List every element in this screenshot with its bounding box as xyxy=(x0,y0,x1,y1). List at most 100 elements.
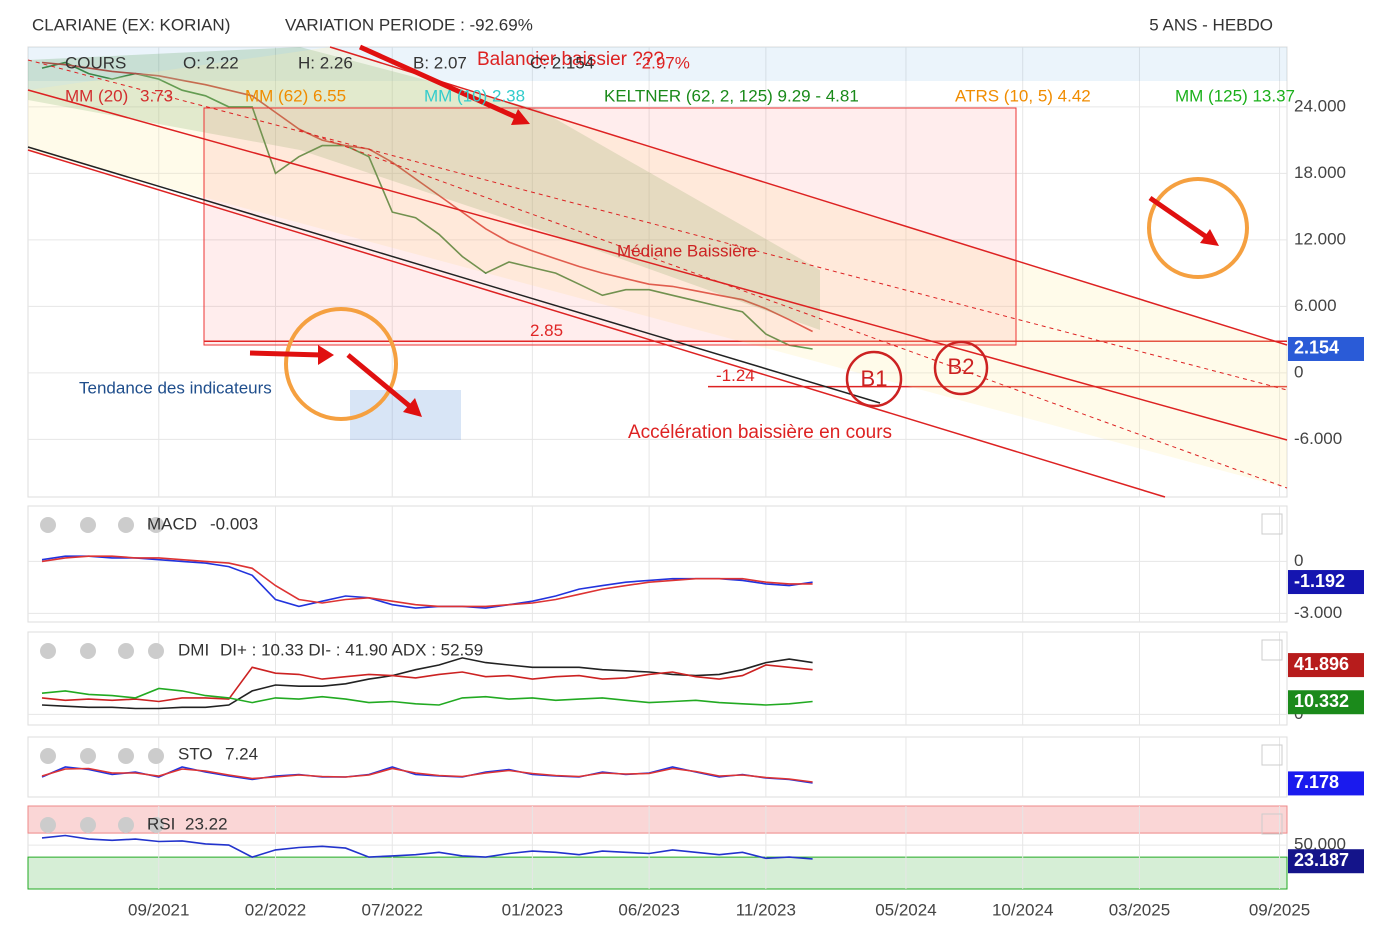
y-tick-label: 24.000 xyxy=(1294,96,1346,115)
series-line xyxy=(41,555,813,608)
icon xyxy=(148,517,164,533)
overbought-band xyxy=(27,805,1288,834)
legend-entry: MM (20) xyxy=(65,86,128,105)
channel-line xyxy=(27,149,1166,498)
panel xyxy=(27,805,1288,890)
icon xyxy=(148,748,164,764)
panel-toggle xyxy=(1261,813,1283,835)
icon xyxy=(80,643,96,659)
icon xyxy=(80,517,96,533)
annotation: Balancier baissier ??? xyxy=(477,49,664,70)
circle xyxy=(1147,177,1249,279)
title: CLARIANE (EX: KORIAN) xyxy=(32,15,230,34)
x-tick-label: 11/2023 xyxy=(736,900,796,919)
trend-line xyxy=(27,146,881,404)
value-tag xyxy=(1288,849,1364,874)
panel-icons xyxy=(40,517,164,533)
icon xyxy=(40,517,56,533)
annotations: Balancier baissier ??? Médiane Baissière… xyxy=(79,49,974,443)
x-tick-label: 06/2023 xyxy=(618,900,679,919)
period: 5 ANS - HEBDO xyxy=(1149,15,1273,34)
x-tick-label: 09/2021 xyxy=(128,900,189,919)
quote: B: 2.07 xyxy=(413,53,467,72)
panel-toggle xyxy=(1261,513,1283,535)
panel-name: DMI xyxy=(178,640,209,659)
icon xyxy=(80,817,96,833)
value-tag xyxy=(1288,653,1364,678)
icon xyxy=(40,817,56,833)
y-tick-label: 50.000 xyxy=(1294,835,1346,854)
channel-line xyxy=(329,46,1288,346)
panel-icons xyxy=(40,748,164,764)
value-tag-label: 41.896 xyxy=(1294,654,1349,674)
indicator: MM (10) 2.38 xyxy=(424,86,525,105)
value-tag-label: 7.178 xyxy=(1294,772,1339,792)
panel-icons xyxy=(40,817,164,833)
series-line xyxy=(41,61,813,350)
panel xyxy=(27,631,1288,726)
quote: H: 2.26 xyxy=(298,53,353,72)
x-tick-label: 09/2025 xyxy=(1249,900,1310,919)
panel-value: 23.22 xyxy=(185,814,228,833)
panel-name: RSI xyxy=(147,814,175,833)
icon xyxy=(148,643,164,659)
legend-band xyxy=(28,47,1287,81)
series-line xyxy=(41,767,813,783)
value-tag xyxy=(1288,690,1364,715)
x-tick-label: 10/2024 xyxy=(992,900,1053,919)
icon xyxy=(148,817,164,833)
annotation: B2 xyxy=(948,354,975,379)
icon xyxy=(118,517,134,533)
x-tick-label: 03/2025 xyxy=(1109,900,1170,919)
indicator: KELTNER (62, 2, 125) 9.29 - 4.81 xyxy=(604,86,859,105)
arrow-heads xyxy=(318,109,1219,417)
icon xyxy=(40,643,56,659)
keltner-band xyxy=(28,47,820,330)
plot: 24.000 18.000 12.000 6.000 0 -6.000 2.85 -1.24 2… xyxy=(27,46,1364,919)
x-tick-label: 02/2022 xyxy=(245,900,306,919)
icon xyxy=(118,817,134,833)
value-tag-label: 2.154 xyxy=(1294,338,1339,358)
indicator: MM (125) 13.37 xyxy=(1175,86,1295,105)
series-line xyxy=(41,664,813,703)
quote: -2.97% xyxy=(636,53,690,72)
annotation: Tendance des indicateurs xyxy=(79,378,272,397)
series-line xyxy=(41,834,813,860)
value-tag-label: 23.187 xyxy=(1294,850,1349,870)
value-tag xyxy=(1288,336,1364,361)
y-tick-label: 0 xyxy=(1294,362,1303,381)
value-tag-label: -1.192 xyxy=(1294,571,1345,591)
channel-line xyxy=(27,89,1288,441)
panel-value: -0.003 xyxy=(210,514,258,533)
value-tag xyxy=(1288,771,1364,796)
annotation: Médiane Baissière xyxy=(617,241,757,260)
y-tick-label: -3.000 xyxy=(1294,603,1342,622)
zone xyxy=(350,390,461,440)
level-label: -1.24 xyxy=(716,366,755,385)
indicator: ATRS (10, 5) 4.42 xyxy=(955,86,1091,105)
y-tick-label: 18.000 xyxy=(1294,163,1346,182)
zone xyxy=(203,107,1017,346)
arrows xyxy=(249,44,1210,410)
oversold-band xyxy=(27,856,1288,890)
indicator: 3.73 xyxy=(140,86,173,105)
channel-fill xyxy=(28,47,1287,488)
quote: C: 2.154 xyxy=(530,53,594,72)
icon xyxy=(80,748,96,764)
panel-value: DI+ : 10.33 DI- : 41.90 ADX : 52.59 xyxy=(220,640,483,659)
x-tick-label: 07/2022 xyxy=(362,900,423,919)
series-line xyxy=(41,687,813,706)
panel xyxy=(27,46,1288,498)
icon xyxy=(118,748,134,764)
series-line xyxy=(41,61,813,333)
indicator: MM (62) 6.55 xyxy=(245,86,346,105)
level-label: 2.85 xyxy=(530,321,563,340)
channel-line xyxy=(27,59,1288,391)
icon xyxy=(118,643,134,659)
circle xyxy=(845,350,903,408)
x-tick-label: 01/2023 xyxy=(502,900,563,919)
legend-entry: COURS xyxy=(65,53,126,72)
panel xyxy=(27,505,1288,623)
panel-toggle xyxy=(1261,639,1283,661)
